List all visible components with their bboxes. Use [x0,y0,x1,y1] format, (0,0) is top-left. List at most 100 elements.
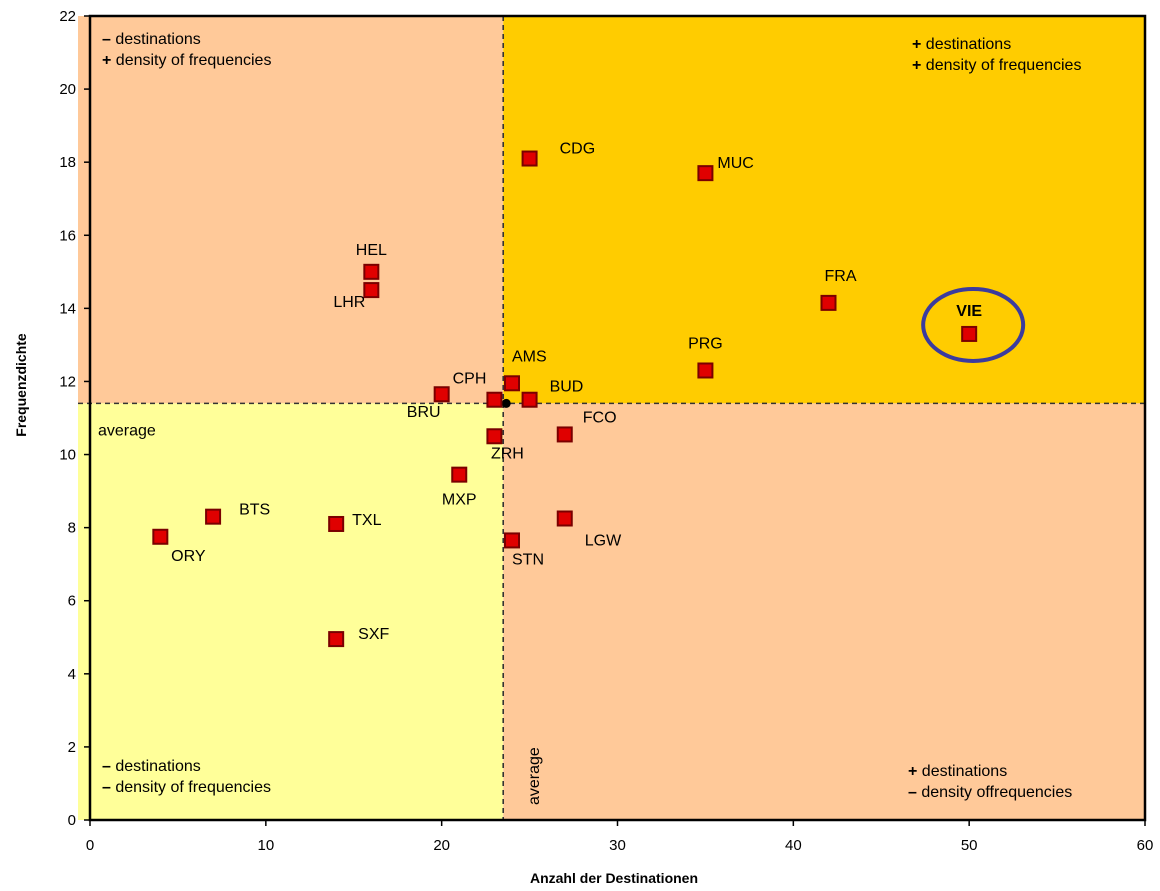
point-marker [961,325,978,342]
data-point-zrh: ZRH [486,428,524,462]
data-point-ory: ORY [152,528,206,565]
data-point-ams: AMS [504,348,547,392]
quadrant-top-left [90,16,504,404]
point-marker [205,508,222,525]
point-label: LHR [333,294,365,311]
point-marker [504,375,520,392]
data-point-vie: VIE [921,286,1026,363]
quadrant-annotations: – destinations + density of frequencies + … [102,31,1081,801]
data-point-sxf: SXF [328,626,390,648]
x-tick-label: 10 [257,837,274,854]
y-tick-label: 4 [68,666,76,683]
point-label: CPH [453,371,487,388]
x-axis-title: Anzahl der Destinationen [530,870,698,886]
strip-bottom-left [78,403,90,820]
data-point-bud: BUD [521,379,583,408]
data-point-prg: PRG [688,335,723,379]
point-label: CDG [560,141,596,158]
y-tick-label: 22 [59,8,76,25]
quadrant-label-bottom-right-line-1: + destinations [908,763,1007,780]
x-tick-label: 0 [86,837,94,854]
point-label: STN [512,551,544,568]
point-marker [486,391,503,408]
point-label: FRA [825,268,857,285]
x-tick-label: 30 [609,837,626,854]
y-tick-label: 20 [59,81,76,98]
x-tick-label: 40 [785,837,802,854]
quadrant-bottom-left [90,403,504,820]
point-marker [521,150,538,167]
data-point-fra: FRA [820,268,857,311]
point-label: HEL [356,242,387,259]
data-point-stn: STN [504,532,544,568]
point-marker [820,294,837,311]
quadrant-top-right [503,16,1145,404]
point-marker [556,426,573,443]
data-points: VIE CDG MUC FRA PRG AMS BUD CPH BRU HEL LHR FCO ZRH M… [152,141,1026,648]
average-label-vertical: average [526,747,543,805]
point-marker [328,515,345,532]
data-point-bru: BRU [407,386,450,421]
point-label: SXF [358,626,389,643]
data-point-lgw: LGW [556,510,622,550]
point-marker [521,391,538,408]
point-marker [697,165,714,182]
point-marker [486,428,503,445]
point-label: BTS [239,502,270,519]
data-point-mxp: MXP [442,466,477,509]
quadrant-label-bottom-left-line-2: – density of frequencies [102,779,271,796]
point-marker [451,466,468,483]
data-point-txl: TXL [328,512,382,532]
point-label: AMS [512,348,547,365]
point-marker [328,631,345,648]
axes: 0 10 20 30 40 50 60 0 2 4 6 8 10 12 14 16 18 20 22 [59,8,1153,854]
point-label: ORY [171,548,206,565]
x-tick-label: 60 [1137,837,1154,854]
quadrant-label-top-right-line-1: + destinations [912,36,1011,53]
point-label: PRG [688,335,723,352]
y-tick-label: 12 [59,373,76,390]
y-tick-label: 6 [68,593,76,610]
y-tick-label: 8 [68,520,76,537]
y-tick-label: 14 [59,300,76,317]
strip-top-left [78,16,90,404]
point-label: BRU [407,404,441,421]
point-label: FCO [583,409,617,426]
y-axis-title: Frequenzdichte [13,333,29,437]
average-intersection-point [501,398,511,408]
point-marker [697,362,714,379]
point-marker [363,263,380,280]
y-tick-label: 2 [68,739,76,756]
point-marker [504,532,520,549]
point-label: VIE [956,303,982,320]
point-label: MUC [717,155,753,172]
data-point-cph: CPH [453,371,503,408]
highlight-ring [921,286,1026,363]
average-label-horizontal: average [98,422,156,439]
data-point-cdg: CDG [521,141,596,167]
quadrant-bottom-right [503,403,1145,820]
point-marker [556,510,573,527]
data-point-bts: BTS [205,502,270,525]
point-label: MXP [442,492,477,509]
point-marker [433,386,450,403]
point-label: TXL [352,512,381,529]
x-tick-label: 50 [961,837,978,854]
point-label: ZRH [491,445,524,462]
data-point-muc: MUC [697,155,754,182]
quadrant-label-top-right-line-2: + density of frequencies [912,57,1081,74]
point-marker [363,282,380,299]
x-tick-label: 20 [433,837,450,854]
average-lines: average average [78,16,1145,820]
y-tick-label: 10 [59,447,76,464]
data-point-hel: HEL [356,242,387,280]
quadrant-label-bottom-right-line-2: – density offrequencies [908,784,1072,801]
point-marker [152,528,169,545]
quadrant-label-bottom-left-line-1: – destinations [102,758,201,775]
quadrant-label-top-left-line-1: – destinations [102,31,201,48]
quadrant-backgrounds [78,16,1145,820]
quadrant-label-top-left-line-2: + density of frequencies [102,52,271,69]
data-point-lhr: LHR [333,282,380,311]
y-tick-label: 16 [59,227,76,244]
